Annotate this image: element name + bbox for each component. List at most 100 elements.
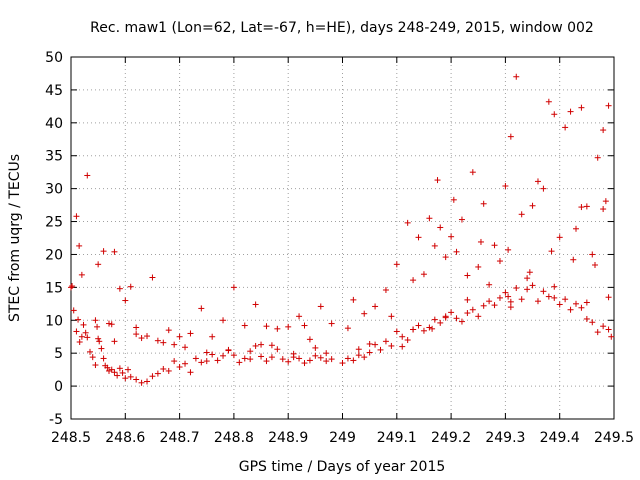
data-point — [458, 216, 465, 223]
data-point — [350, 357, 357, 364]
data-point — [247, 348, 254, 355]
y-tick-label: 5 — [54, 346, 63, 362]
x-tick-label: 248.9 — [268, 430, 308, 446]
data-point — [279, 356, 286, 363]
data-point — [524, 286, 531, 293]
data-point — [75, 316, 82, 323]
data-point — [429, 325, 436, 332]
data-point — [122, 297, 129, 304]
data-point — [182, 360, 189, 367]
data-point — [133, 376, 140, 383]
y-tick-label: 25 — [45, 215, 63, 231]
x-tick-label: 249 — [329, 430, 356, 446]
data-point — [600, 206, 607, 213]
data-point — [372, 341, 379, 348]
data-point — [285, 358, 292, 365]
data-point — [589, 251, 596, 258]
data-point — [84, 172, 91, 179]
data-point — [399, 343, 406, 350]
data-point — [491, 302, 498, 309]
data-point — [578, 104, 585, 111]
data-point — [518, 296, 525, 303]
data-point — [92, 362, 99, 369]
data-point — [594, 154, 601, 161]
data-point — [258, 341, 265, 348]
data-point — [545, 98, 552, 105]
data-point — [114, 372, 121, 379]
data-point — [442, 254, 449, 261]
chart-title: Rec. maw1 (Lon=62, Lat=-67, h=HE), days … — [90, 20, 594, 36]
data-point — [165, 327, 172, 334]
x-tick-label: 249.5 — [594, 430, 634, 446]
y-tick-label: 20 — [45, 247, 63, 263]
data-point — [176, 364, 183, 371]
data-point — [263, 358, 270, 365]
data-point — [361, 354, 368, 361]
y-tick-label: 10 — [45, 313, 63, 329]
data-point — [507, 133, 514, 140]
data-point — [209, 333, 216, 340]
data-point — [89, 354, 96, 361]
data-point — [602, 198, 609, 205]
data-point — [78, 333, 85, 340]
data-point — [116, 285, 123, 292]
data-point — [551, 111, 558, 118]
data-point — [382, 338, 389, 345]
data-point — [562, 296, 569, 303]
data-point — [513, 73, 520, 80]
data-point — [431, 242, 438, 249]
data-point — [187, 369, 194, 376]
data-point — [127, 373, 134, 380]
data-point — [404, 219, 411, 226]
data-point — [68, 284, 74, 291]
data-point — [518, 211, 525, 218]
data-point — [570, 256, 577, 263]
data-point — [600, 127, 607, 134]
data-point — [187, 330, 194, 337]
y-tick-label: 50 — [45, 50, 63, 66]
data-point — [524, 275, 531, 282]
data-point — [513, 285, 520, 292]
data-point — [95, 261, 102, 268]
data-point — [96, 338, 103, 345]
data-point — [410, 277, 417, 284]
data-point — [328, 320, 335, 327]
data-point — [138, 335, 145, 342]
data-point — [252, 342, 259, 349]
data-point — [69, 283, 76, 290]
data-point — [87, 348, 94, 355]
data-point — [274, 346, 281, 353]
data-point — [469, 169, 476, 176]
data-point — [453, 315, 460, 322]
data-point — [578, 204, 585, 211]
data-point — [507, 298, 514, 305]
data-point — [583, 315, 590, 322]
data-point — [469, 306, 476, 313]
data-point — [388, 342, 395, 349]
data-point — [160, 339, 167, 346]
data-point — [285, 323, 292, 330]
data-point — [122, 375, 129, 382]
data-point — [545, 293, 552, 300]
data-point — [551, 283, 558, 290]
data-point — [420, 271, 427, 278]
data-point — [600, 323, 607, 330]
data-point — [198, 305, 205, 312]
data-point — [230, 284, 237, 291]
x-tick-label: 249.2 — [431, 430, 471, 446]
data-point — [165, 367, 172, 374]
data-point — [442, 314, 449, 321]
x-tick-label: 249.3 — [485, 430, 525, 446]
x-tick-label: 249.1 — [377, 430, 417, 446]
y-tick-label: 0 — [54, 379, 63, 395]
data-point — [149, 274, 156, 281]
data-point — [415, 234, 422, 241]
data-point — [301, 360, 308, 367]
y-axis-label: STEC from uqrg / TECUs — [7, 154, 23, 322]
data-point — [475, 263, 482, 270]
data-point — [480, 302, 487, 309]
data-point — [583, 203, 590, 210]
data-point — [209, 351, 216, 358]
data-point — [526, 269, 533, 276]
data-point — [323, 358, 330, 365]
